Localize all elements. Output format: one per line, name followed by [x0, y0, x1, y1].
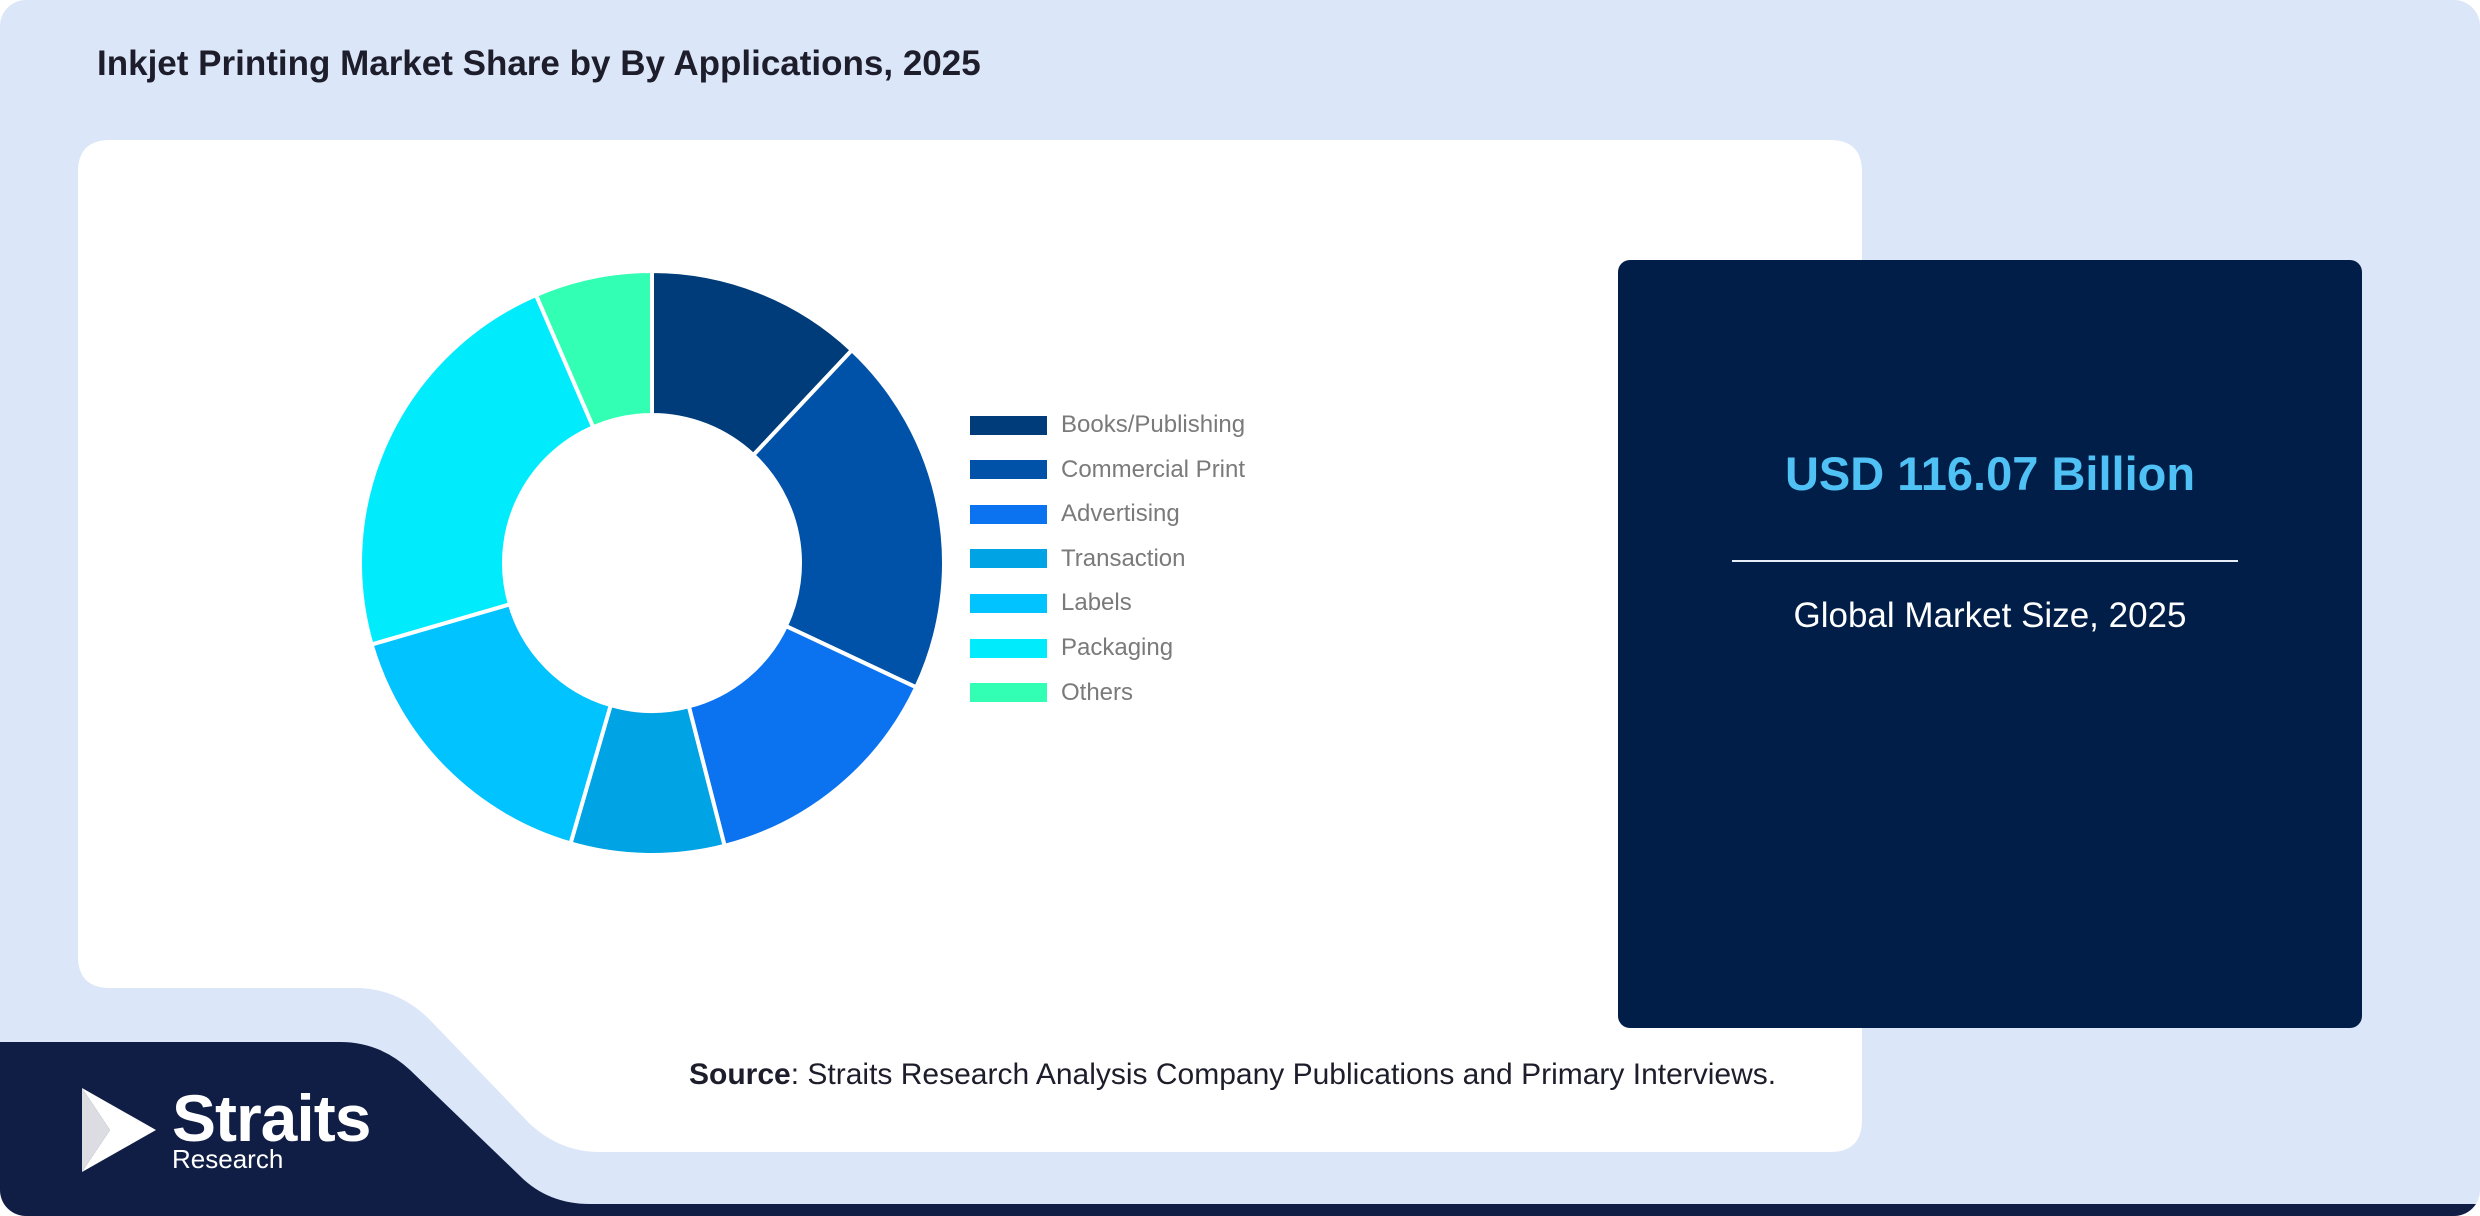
legend-swatch [970, 683, 1047, 703]
legend-label: Others [1061, 678, 1134, 706]
donut-slice-others[interactable] [533, 268, 654, 430]
legend-item[interactable]: Books/Publishing [970, 410, 1245, 440]
market-size-panel: USD 116.07 Billion Global Market Size, 2… [1618, 260, 2362, 1028]
straits-research-logo[interactable]: Straits Research [80, 1081, 380, 1176]
logo-wordmark: Straits [172, 1081, 371, 1155]
source-label: Source [689, 1058, 791, 1091]
market-size-caption: Global Market Size, 2025 [1793, 596, 2187, 635]
legend-swatch [970, 549, 1047, 569]
legend-swatch [970, 638, 1047, 658]
legend-swatch [970, 593, 1047, 613]
legend-item[interactable]: Others [970, 678, 1133, 708]
legend-item[interactable]: Packaging [970, 633, 1173, 663]
legend-label: Advertising [1061, 500, 1180, 528]
legend-label: Commercial Print [1061, 455, 1246, 483]
legend-item[interactable]: Commercial Print [970, 455, 1245, 485]
legend-swatch [970, 415, 1047, 435]
donut-slice-commercial-print[interactable] [750, 347, 946, 690]
donut-slice-packaging[interactable] [358, 292, 596, 647]
market-size-value: USD 116.07 Billion [1784, 447, 2196, 500]
source-note: Source: Straits Research Analysis Compan… [689, 1058, 1776, 1092]
legend-swatch [970, 460, 1047, 480]
page-title: Inkjet Printing Market Share by By Appli… [97, 44, 981, 83]
donut-slice-labels[interactable] [369, 601, 614, 846]
legend-item[interactable]: Labels [970, 588, 1132, 618]
logo-subtitle: Research [172, 1144, 284, 1174]
legend-item[interactable]: Transaction [970, 544, 1186, 574]
legend-swatch [970, 504, 1047, 524]
straits-arrow-icon [82, 1088, 156, 1172]
legend-item[interactable]: Advertising [970, 499, 1180, 529]
source-text: : Straits Research Analysis Company Publ… [790, 1058, 1777, 1091]
legend-label: Packaging [1061, 634, 1174, 661]
divider [1732, 560, 2238, 562]
legend-label: Transaction [1061, 544, 1186, 572]
donut-slice-advertising[interactable] [686, 623, 919, 849]
legend-label: Labels [1061, 589, 1132, 617]
legend-label: Books/Publishing [1061, 411, 1246, 438]
